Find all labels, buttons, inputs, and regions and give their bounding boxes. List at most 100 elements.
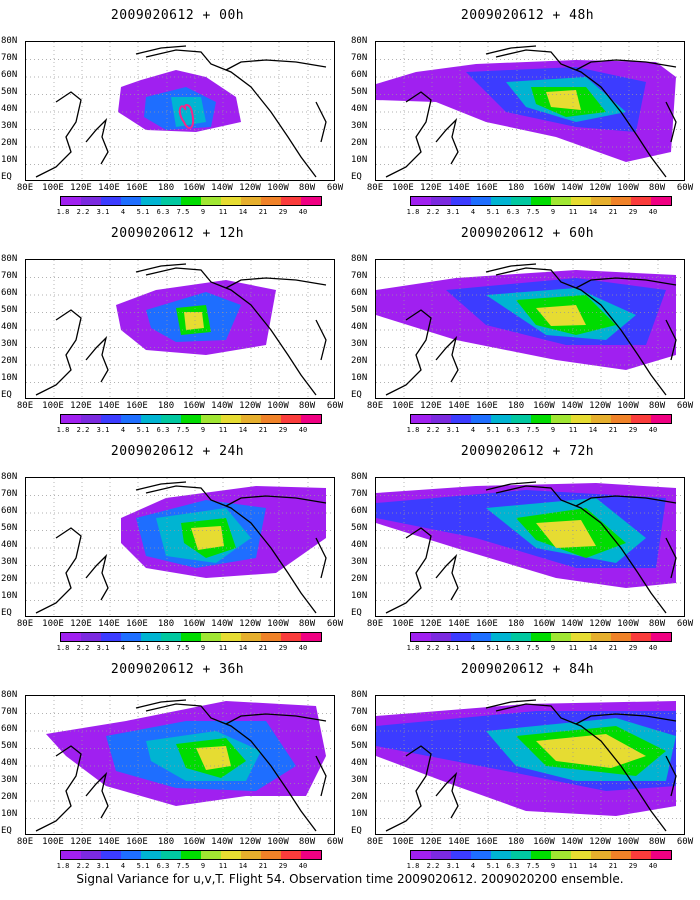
longitude-label: 120E	[70, 401, 92, 411]
longitude-label: 80E	[16, 837, 34, 847]
longitude-label: 160E	[126, 401, 148, 411]
longitude-label: 140W	[211, 837, 233, 847]
coastline	[575, 59, 677, 71]
latitude-label: 10N	[351, 591, 368, 601]
longitude-label: 100W	[267, 619, 289, 629]
longitude-label: 100E	[42, 183, 64, 193]
map-plot-area	[25, 41, 335, 181]
longitude-label: 120E	[70, 837, 92, 847]
coastline	[145, 49, 317, 178]
colorbar-label: 2.2	[426, 644, 440, 652]
colorbar-label: 21	[608, 426, 618, 434]
colorbar-swatch	[511, 415, 531, 423]
coastline	[665, 755, 677, 797]
colorbar-label: 21	[608, 208, 618, 216]
colorbar-label: 40	[648, 426, 658, 434]
map-panel-24h: 2009020612 + 24h 80N 70N 60N 50N 40N 30N 20N 10N…	[1, 436, 350, 654]
longitude-label: 100W	[267, 183, 289, 193]
longitude-label: 160W	[183, 401, 205, 411]
colorbar-label: 9	[550, 208, 556, 216]
variance-contour-fill	[536, 734, 646, 768]
colorbar-label: 1.8	[56, 426, 70, 434]
latitude-label: 10N	[351, 155, 368, 165]
latitude-label: 50N	[1, 305, 18, 315]
latitude-label: 70N	[351, 707, 368, 717]
latitude-label: 10N	[1, 155, 18, 165]
map-panel-12h: 2009020612 + 12h 80N 70N 60N 50N 40N 30N 20N 10N…	[1, 218, 350, 436]
longitude-label: 160W	[533, 619, 555, 629]
coastline	[85, 335, 109, 383]
map-svg	[376, 478, 684, 616]
coastline	[495, 49, 667, 178]
longitude-label: 100W	[617, 401, 639, 411]
coastline	[435, 553, 459, 601]
colorbar	[60, 414, 322, 424]
colorbar-swatch	[491, 197, 511, 205]
coastline	[135, 45, 187, 55]
latitude-label: EQ	[1, 172, 12, 182]
coastline	[485, 699, 537, 709]
coastline	[145, 267, 317, 396]
longitude-label: 100E	[392, 401, 414, 411]
colorbar-swatch	[611, 197, 631, 205]
colorbar-swatch	[221, 851, 241, 859]
longitude-label: 140W	[211, 401, 233, 411]
colorbar-swatch	[511, 633, 531, 641]
colorbar-label: 11	[568, 862, 578, 870]
colorbar	[410, 632, 672, 642]
longitude-label: 120W	[589, 837, 611, 847]
colorbar-label: 14	[588, 426, 598, 434]
colorbar	[410, 196, 672, 206]
latitude-label: EQ	[1, 390, 12, 400]
coastline	[495, 267, 667, 396]
colorbar-swatch	[471, 415, 491, 423]
colorbar-label: 29	[628, 644, 638, 652]
colorbar-label: 14	[588, 862, 598, 870]
latitude-label: 10N	[351, 373, 368, 383]
colorbar-swatch	[631, 197, 651, 205]
colorbar-label: 21	[258, 862, 268, 870]
colorbar-swatch	[431, 197, 451, 205]
longitude-label: 140E	[98, 401, 120, 411]
latitude-label: 20N	[1, 792, 18, 802]
colorbar-label: 3.1	[96, 426, 110, 434]
variance-contour-fill	[191, 526, 224, 550]
latitude-label: 60N	[351, 70, 368, 80]
colorbar-swatch	[301, 633, 321, 641]
colorbar-label: 5.1	[486, 208, 500, 216]
colorbar-label: 4	[470, 426, 476, 434]
latitude-label: 40N	[351, 322, 368, 332]
colorbar-label: 7.5	[526, 426, 540, 434]
colorbar-label: 29	[278, 862, 288, 870]
colorbar-swatch	[161, 851, 181, 859]
longitude-label: 120W	[239, 837, 261, 847]
colorbar-label: 40	[648, 862, 658, 870]
longitude-label: 80W	[298, 183, 316, 193]
latitude-label: 20N	[351, 356, 368, 366]
latitude-label: 40N	[1, 758, 18, 768]
colorbar-swatch	[451, 415, 471, 423]
colorbar-label: 14	[588, 644, 598, 652]
colorbar-label: 5.1	[136, 862, 150, 870]
colorbar-swatch	[571, 633, 591, 641]
longitude-label: 140W	[561, 401, 583, 411]
panel-title: 2009020612 + 00h	[110, 8, 245, 23]
coastline	[435, 335, 459, 383]
colorbar-swatch	[61, 415, 81, 423]
map-svg	[376, 42, 684, 180]
colorbar-label: 6.3	[506, 862, 520, 870]
colorbar-label: 21	[258, 426, 268, 434]
colorbar-swatch	[221, 415, 241, 423]
colorbar-label: 14	[238, 426, 248, 434]
longitude-label: 60W	[326, 401, 344, 411]
colorbar-label: 4	[120, 208, 126, 216]
variance-contour-fill	[196, 746, 231, 770]
colorbar-label: 3.1	[446, 208, 460, 216]
longitude-label: 100E	[392, 183, 414, 193]
longitude-label: 80W	[648, 837, 666, 847]
colorbar-label: 9	[550, 644, 556, 652]
latitude-label: 20N	[1, 138, 18, 148]
colorbar	[60, 632, 322, 642]
colorbar	[410, 850, 672, 860]
coastline	[485, 45, 537, 55]
